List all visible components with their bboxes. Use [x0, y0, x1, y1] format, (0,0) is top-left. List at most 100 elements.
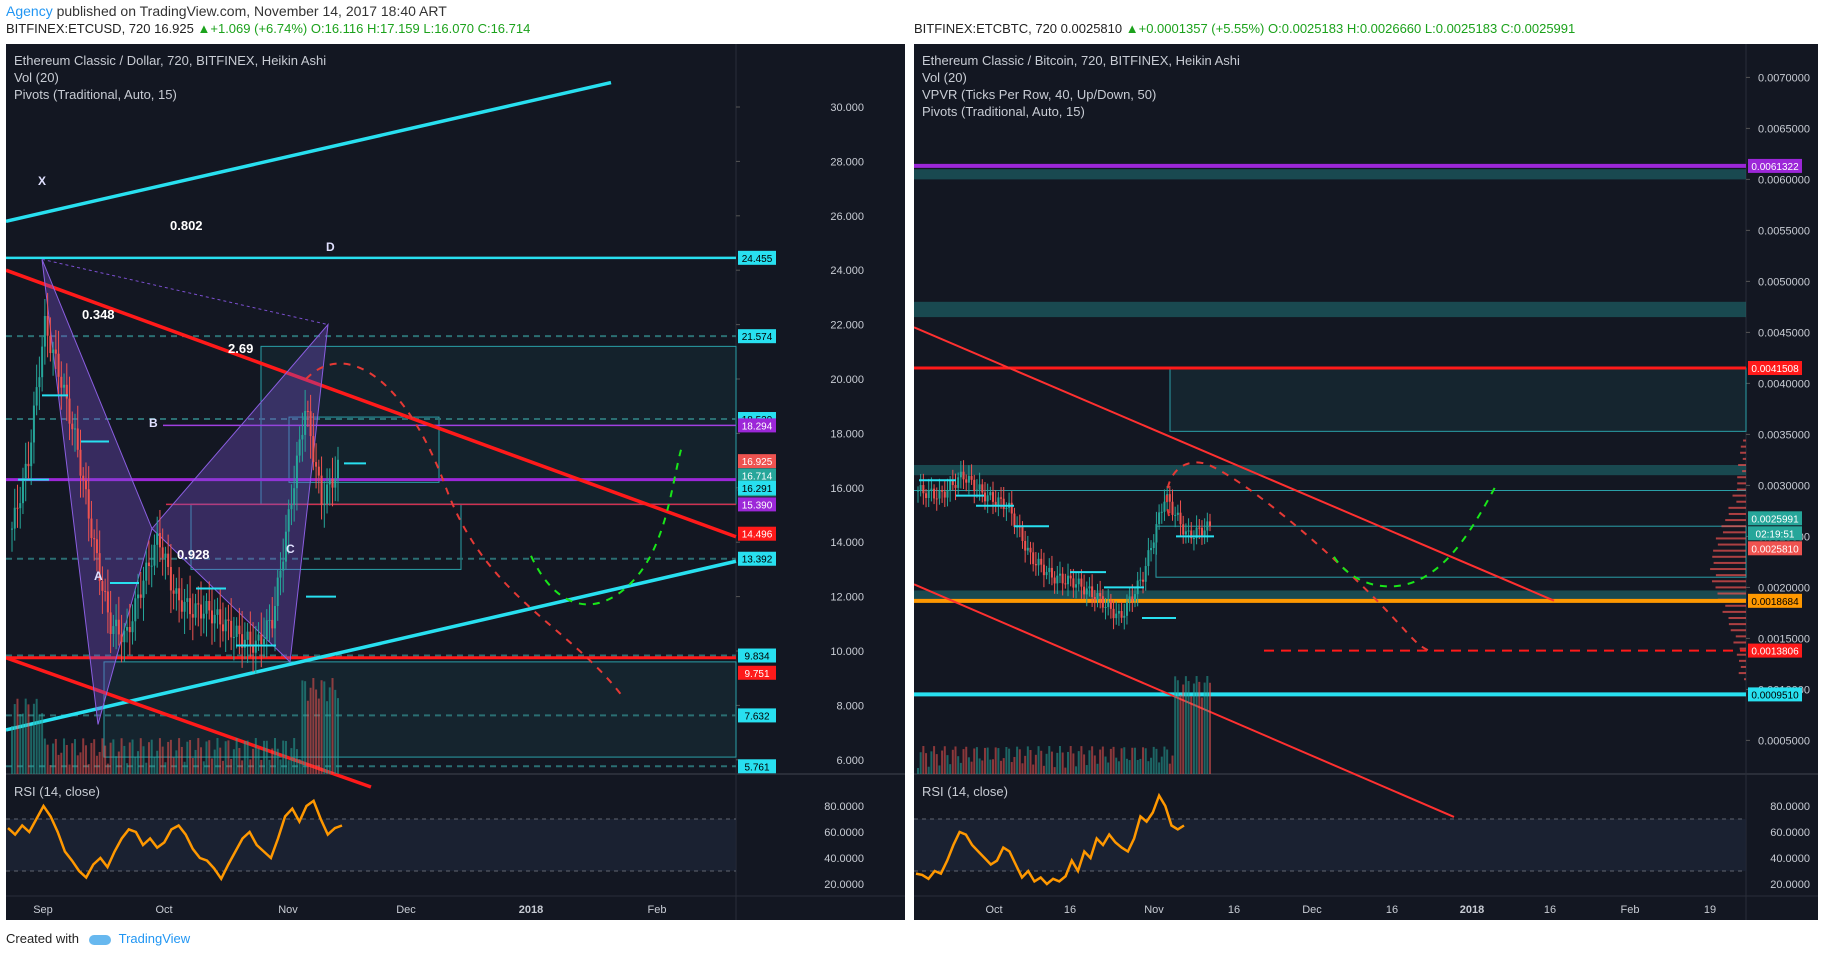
candle-body: [106, 591, 109, 613]
volume-bar: [975, 747, 978, 774]
volume-bar: [208, 740, 211, 774]
tradingview-cloud-icon: [88, 934, 111, 945]
candle-body: [949, 480, 952, 491]
candle-body: [323, 504, 326, 506]
candle-body: [41, 346, 44, 378]
volume-bar: [959, 762, 962, 774]
volume-bar: [925, 753, 928, 774]
vpvr-bar: [1740, 451, 1746, 454]
volume-bar: [106, 763, 109, 774]
candle-body: [11, 528, 13, 530]
candle-body: [1195, 527, 1198, 539]
volume-bar: [1048, 746, 1051, 774]
price-tag-bg: [738, 454, 776, 469]
candle-body: [1147, 550, 1150, 567]
candle-body: [1085, 588, 1088, 595]
etcbtc-chart-svg[interactable]: 0.0070000 0.0065000 0.0060000 0.0055000 0.00…: [914, 44, 1818, 920]
volume-bar: [13, 704, 16, 774]
rsi-tick-label: 40.0000: [1770, 853, 1810, 865]
candle-body: [169, 566, 172, 591]
volume-bar: [1077, 751, 1080, 774]
candle-body: [312, 436, 315, 463]
volume-bar: [112, 739, 115, 774]
candle-body: [65, 384, 68, 399]
volume-bar: [965, 746, 968, 774]
time-tick-label: 16: [1064, 904, 1076, 916]
price-tick-label: 28.000: [830, 156, 864, 168]
chart-panel-etcbtc[interactable]: 0.0070000 0.0065000 0.0060000 0.0055000 0.00…: [914, 44, 1818, 920]
candle-body: [147, 562, 150, 567]
candle-body: [115, 619, 118, 627]
candle-body: [917, 490, 919, 492]
volume-bar: [1099, 749, 1102, 774]
candle-body: [1198, 527, 1201, 529]
volume-bar: [142, 746, 145, 774]
candle-body: [1133, 594, 1136, 601]
volume-bar: [986, 747, 989, 774]
candle-body: [1206, 521, 1209, 531]
candle-body: [1072, 578, 1075, 588]
rsi-tick-label: 80.0000: [824, 801, 864, 813]
candle-body: [16, 507, 19, 509]
candle-body: [1158, 512, 1161, 525]
candle-body: [205, 600, 208, 614]
volume-bar: [1075, 766, 1078, 774]
candle-body: [164, 553, 167, 558]
volume-bar: [227, 740, 230, 774]
price-tag-bg: [1748, 541, 1802, 556]
legend-pivots: Pivots (Traditional, Auto, 15): [14, 87, 177, 102]
volume-bar: [76, 755, 79, 774]
volume-bar: [1104, 756, 1107, 774]
volume-bar: [1061, 752, 1064, 774]
footer: Created with TradingView: [6, 931, 190, 946]
volume-bar: [312, 678, 315, 774]
candle-body: [101, 581, 104, 591]
candle-body: [213, 614, 216, 624]
candle-body: [1190, 530, 1193, 539]
harmonic-bcd: [151, 323, 329, 663]
candle-body: [1037, 558, 1040, 566]
volume-bar: [194, 749, 197, 774]
candle-body: [249, 631, 252, 645]
volume-bar: [202, 761, 205, 774]
candle-body: [126, 627, 129, 631]
candle-body: [935, 498, 938, 500]
author-link[interactable]: Agency: [6, 3, 53, 19]
candle-body: [1002, 498, 1005, 510]
candle-body: [279, 570, 282, 578]
tradingview-link[interactable]: TradingView: [118, 931, 191, 946]
volume-bar: [1018, 749, 1021, 774]
vpvr-bar: [1740, 445, 1746, 448]
volume-bar: [1142, 747, 1145, 774]
vpvr-bar: [1739, 647, 1746, 650]
chart-panel-etcusd[interactable]: 30.000 28.000 26.000 24.000 22.000 20.000 18.0…: [6, 44, 905, 920]
legend-title: Ethereum Classic / Dollar, 720, BITFINEX…: [14, 53, 327, 68]
candle-body: [191, 614, 194, 618]
candle-body: [1192, 538, 1195, 540]
candle-body: [180, 600, 183, 612]
volume-bar: [293, 738, 296, 774]
price-tag-label: 14.496: [742, 530, 773, 541]
candle-body: [997, 497, 1000, 506]
volume-bar: [46, 744, 49, 774]
candle-body: [175, 588, 178, 594]
volume-bar: [1179, 694, 1182, 774]
candle-body: [293, 488, 296, 505]
candle-body: [959, 471, 962, 478]
target-box: [288, 416, 440, 483]
last-price: 0.0025810: [1060, 21, 1123, 36]
vpvr-bar: [1738, 464, 1746, 466]
candle-body: [295, 455, 298, 489]
candle-body: [202, 613, 205, 619]
candle-body: [992, 492, 995, 502]
volume-bar: [41, 713, 44, 774]
etcusd-chart-svg[interactable]: 30.000 28.000 26.000 24.000 22.000 20.000 18.0…: [6, 44, 905, 920]
candle-body: [131, 621, 134, 633]
volume-bar: [309, 687, 312, 774]
candle-body: [941, 490, 944, 492]
volume-bar: [254, 738, 257, 774]
rsi-label: RSI (14, close): [14, 784, 100, 799]
volume-bar: [1069, 746, 1072, 774]
candle-body: [951, 480, 954, 486]
volume-bar: [994, 747, 997, 774]
